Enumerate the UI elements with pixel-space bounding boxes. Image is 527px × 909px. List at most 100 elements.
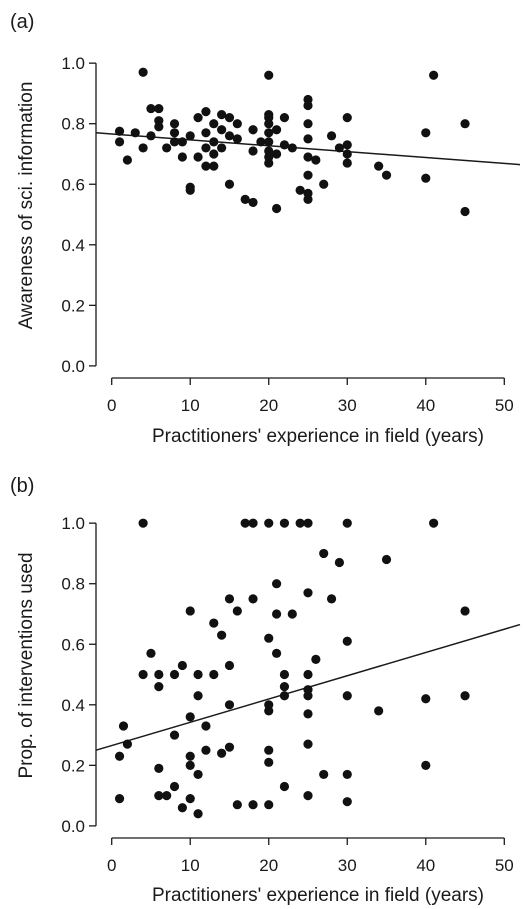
- x-tick-label: 0: [107, 396, 116, 415]
- x-tick-label: 30: [338, 396, 357, 415]
- data-point: [264, 745, 274, 755]
- data-point: [295, 518, 305, 528]
- y-tick-label: 0.6: [61, 635, 85, 654]
- data-point: [460, 606, 470, 616]
- data-point: [421, 760, 431, 770]
- data-point: [201, 107, 211, 117]
- data-point: [224, 179, 235, 189]
- data-point: [342, 797, 352, 807]
- data-point: [334, 557, 345, 568]
- data-point: [169, 137, 180, 147]
- data-point: [303, 791, 313, 801]
- data-point: [303, 100, 313, 111]
- data-point: [193, 769, 203, 780]
- data-point: [271, 149, 282, 159]
- data-point: [303, 152, 313, 162]
- data-point: [224, 113, 235, 123]
- data-point: [154, 791, 164, 801]
- x-axis-label: Practitioners' experience in field (year…: [152, 426, 484, 447]
- data-point: [154, 122, 164, 132]
- data-point: [295, 185, 305, 195]
- data-point: [169, 669, 180, 680]
- data-point: [122, 739, 133, 749]
- data-point: [279, 518, 290, 528]
- data-point: [460, 691, 470, 701]
- data-point: [279, 781, 290, 792]
- data-point: [224, 131, 235, 141]
- data-point: [303, 170, 313, 180]
- data-point: [154, 103, 164, 114]
- data-point: [264, 633, 274, 643]
- panel-b: (b) 0.0 0.2 0.4 0.6 0.8 1.0 0 10 20 30 40 50 Practiti…: [10, 475, 521, 906]
- data-point: [264, 137, 274, 147]
- data-point: [271, 579, 282, 589]
- data-point: [248, 146, 258, 156]
- data-point: [193, 669, 203, 680]
- y-tick-label: 0.8: [61, 115, 85, 134]
- data-point: [185, 712, 195, 722]
- data-point: [232, 134, 242, 144]
- y-tick-label: 0.4: [61, 236, 85, 255]
- panel-label: (b): [10, 475, 34, 497]
- y-tick-label: 0.8: [61, 575, 85, 594]
- x-tick-label: 50: [495, 396, 514, 415]
- data-point: [201, 721, 211, 731]
- data-point: [248, 518, 258, 528]
- data-point: [342, 518, 352, 528]
- y-tick-label: 0.6: [61, 175, 85, 194]
- data-point: [342, 158, 352, 168]
- data-point: [114, 126, 125, 136]
- data-point: [248, 800, 258, 810]
- data-point: [460, 119, 470, 129]
- data-point: [264, 70, 274, 80]
- data-point: [279, 682, 290, 692]
- data-point: [193, 152, 203, 162]
- data-point: [326, 594, 337, 604]
- data-point: [264, 706, 274, 716]
- fit-line: [95, 132, 521, 166]
- y-axis-label: Awareness of sci. information: [16, 82, 37, 330]
- data-point: [303, 669, 313, 680]
- data-point: [342, 149, 352, 159]
- data-point: [264, 128, 274, 138]
- y-tick-label: 0.0: [61, 357, 85, 376]
- data-point: [381, 170, 392, 180]
- data-point: [311, 155, 321, 165]
- data-point: [421, 694, 431, 704]
- data-point: [193, 113, 203, 123]
- data-point: [217, 630, 227, 640]
- data-point: [319, 769, 329, 780]
- data-point: [429, 518, 439, 528]
- data-point: [177, 660, 187, 671]
- x-tick-label: 10: [181, 856, 200, 875]
- data-point: [114, 751, 125, 761]
- data-point: [271, 648, 282, 658]
- data-point: [177, 152, 187, 162]
- x-axis-label: Practitioners' experience in field (year…: [152, 885, 484, 906]
- panel-label: (a): [10, 11, 34, 33]
- data-point: [169, 128, 180, 138]
- data-point: [217, 748, 227, 758]
- data-point: [303, 588, 313, 598]
- data-point: [209, 119, 219, 129]
- data-point: [342, 769, 352, 780]
- data-point: [264, 757, 274, 767]
- data-point: [209, 618, 219, 628]
- data-point: [374, 706, 384, 716]
- data-point: [248, 594, 258, 604]
- data-point: [193, 691, 203, 701]
- data-point: [264, 518, 274, 528]
- data-point: [185, 751, 195, 761]
- data-point: [374, 161, 384, 171]
- data-point: [162, 143, 172, 153]
- data-point: [209, 669, 219, 680]
- data-point: [421, 173, 431, 183]
- data-point: [193, 809, 203, 819]
- data-point: [256, 137, 266, 147]
- data-point: [138, 669, 148, 680]
- data-point: [224, 700, 235, 710]
- data-point: [114, 137, 125, 147]
- x-tick-label: 0: [107, 856, 116, 875]
- data-point: [118, 721, 129, 731]
